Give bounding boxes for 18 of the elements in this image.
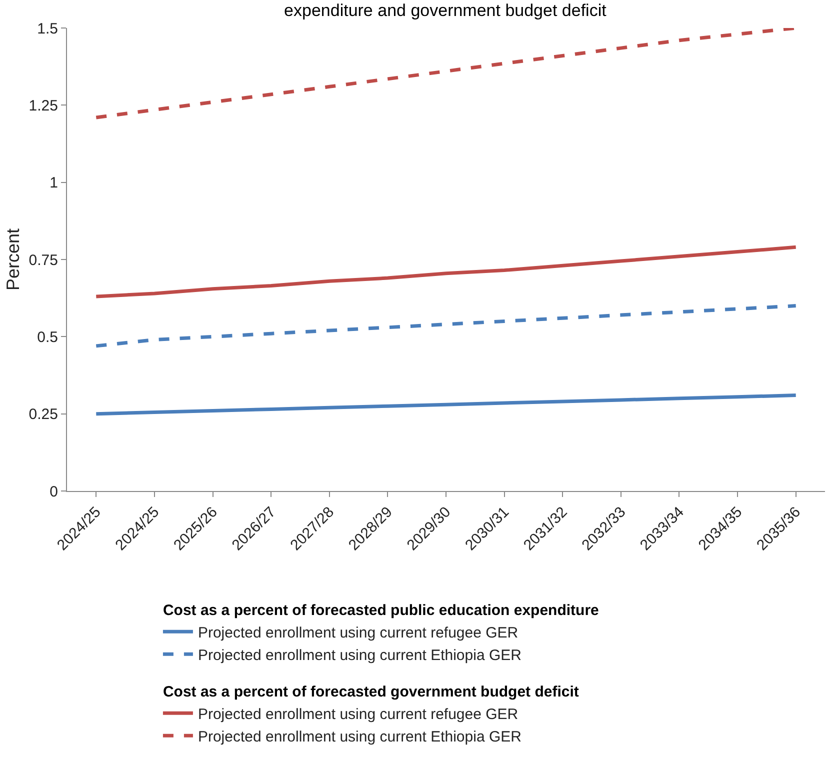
y-tick-label: 0.25 [28,406,58,424]
text: Cost as a percent of forecasted government budget deficit [162,683,579,700]
line-series [94,245,798,298]
y-tick-label: 0.5 [37,328,58,346]
legend-label: Projected enrollment using current refugee GER [198,624,518,642]
y-tick-label: 0.75 [28,252,58,269]
line-series [94,394,798,416]
y-tick-label: 0 [50,483,58,500]
legend-label: Projected enrollment using current Ethiopia GER [198,646,522,664]
y-axis-title: Percent [2,228,23,291]
legend-label: Projected enrollment using current Ethiopia GER [198,728,522,746]
chart-title: expenditure and government budget deficit [284,0,607,20]
line-series [94,304,798,348]
text: Cost as a percent of forecasted public education expenditure [162,602,599,619]
y-tick-label: 1.25 [28,97,58,114]
y-tick-label: 1 [50,174,58,192]
legend-label: Projected enrollment using current refugee GER [198,706,518,723]
y-tick-label: 1.5 [37,20,58,38]
